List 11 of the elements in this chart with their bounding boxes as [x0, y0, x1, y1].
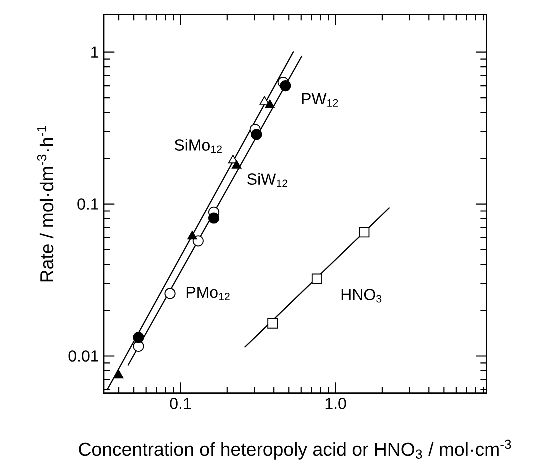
series-label: PW$_{12}$: [302, 93, 338, 107]
series-label: SiW$_{12}$: [248, 173, 288, 188]
x-axis-title: Concentration of heteropoly acid or HNO$_{3}$ / mol·cm$^{-3}$: [79, 440, 512, 460]
series-label: PMo$_{12}$: [186, 287, 230, 300]
y-tick-label: 0.1: [78, 198, 99, 210]
y-axis-title: Rate / mol·dm$^{-3}$·h$^{-1}$: [37, 126, 54, 282]
y-tick-label: 1: [92, 46, 99, 58]
series-label: SiMo$_{12}$: [174, 139, 222, 154]
y-tick-label: 0.01: [68, 350, 99, 362]
x-tick-label: 1.0: [326, 398, 346, 410]
series-label: HNO$_{3}$: [342, 289, 382, 303]
